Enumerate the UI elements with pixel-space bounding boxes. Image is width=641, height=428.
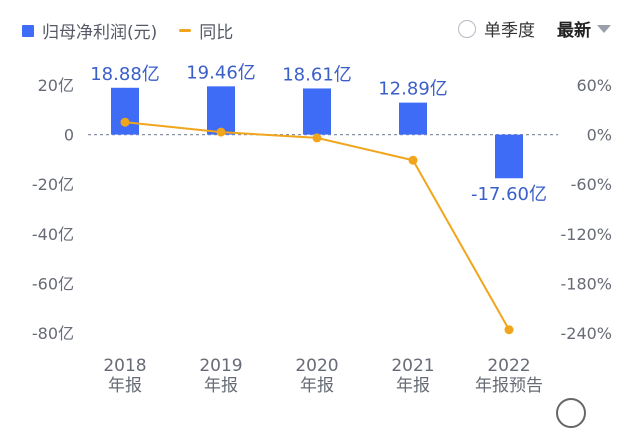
x-axis-tick-label: 2022: [487, 356, 530, 376]
right-axis-tick-label: 60%: [576, 76, 612, 95]
profit-bar: [399, 102, 427, 135]
right-axis-tick-label: -60%: [571, 175, 612, 194]
left-axis-tick-label: 20亿: [38, 76, 74, 95]
left-axis-tick-label: -80亿: [32, 324, 74, 343]
x-axis-tick-label: 2019: [199, 356, 242, 376]
bar-legend-swatch: [22, 24, 34, 37]
line-legend-swatch: [179, 29, 192, 32]
right-axis-tick-label: -180%: [560, 274, 612, 293]
chart-controls: 单季度 最新: [458, 16, 611, 41]
x-axis-tick-label: 2021: [391, 356, 434, 376]
yoy-point: [408, 155, 418, 165]
chevron-down-icon[interactable]: [597, 24, 611, 33]
profit-bar: [207, 86, 235, 135]
x-axis-tick-label: 年报: [300, 376, 334, 396]
x-axis-tick-label: 年报: [108, 376, 142, 396]
profit-bar-label: -17.60亿: [471, 184, 547, 205]
x-axis-tick-label: 年报预告: [475, 376, 543, 396]
bar-legend-label: 归母净利润(元): [42, 23, 158, 43]
right-axis-tick-label: 0%: [587, 126, 612, 145]
left-axis-tick-label: -20亿: [32, 175, 74, 194]
right-axis-tick-label: -240%: [560, 324, 612, 343]
yoy-point: [504, 325, 514, 335]
single-quarter-label[interactable]: 单季度: [484, 21, 535, 41]
single-quarter-radio[interactable]: [458, 19, 476, 38]
yoy-point: [312, 133, 322, 143]
yoy-line: [124, 121, 510, 331]
circle-icon[interactable]: [556, 398, 586, 428]
x-axis-tick-label: 2018: [103, 356, 146, 376]
profit-bar: [303, 88, 331, 135]
profit-bar-label: 18.61亿: [282, 64, 352, 85]
left-axis-tick-label: 0: [64, 126, 74, 145]
left-axis-tick-label: -40亿: [32, 225, 74, 244]
profit-bar: [111, 87, 139, 135]
x-axis-tick-label: 2020: [295, 356, 338, 376]
x-axis-tick-label: 年报: [396, 376, 430, 396]
left-axis-tick-label: -60亿: [32, 274, 74, 293]
line-legend-label: 同比: [199, 23, 234, 43]
x-axis-tick-label: 年报: [204, 376, 238, 396]
right-axis-tick-label: -120%: [560, 225, 612, 244]
latest-dropdown-label[interactable]: 最新: [557, 21, 591, 41]
profit-bar-label: 19.46亿: [186, 62, 256, 83]
profit-bar-label: 18.88亿: [90, 64, 160, 85]
profit-bar-label: 12.89亿: [378, 79, 448, 100]
chart-legend: 归母净利润(元) 同比: [22, 18, 233, 43]
yoy-point: [216, 127, 226, 137]
profit-bar: [495, 134, 523, 179]
profit-chart: 20亿 0 -20亿 -40亿 -60亿 -80亿 60% 0% -60% -120% -180% -…: [32, 62, 612, 396]
yoy-point: [120, 117, 130, 127]
